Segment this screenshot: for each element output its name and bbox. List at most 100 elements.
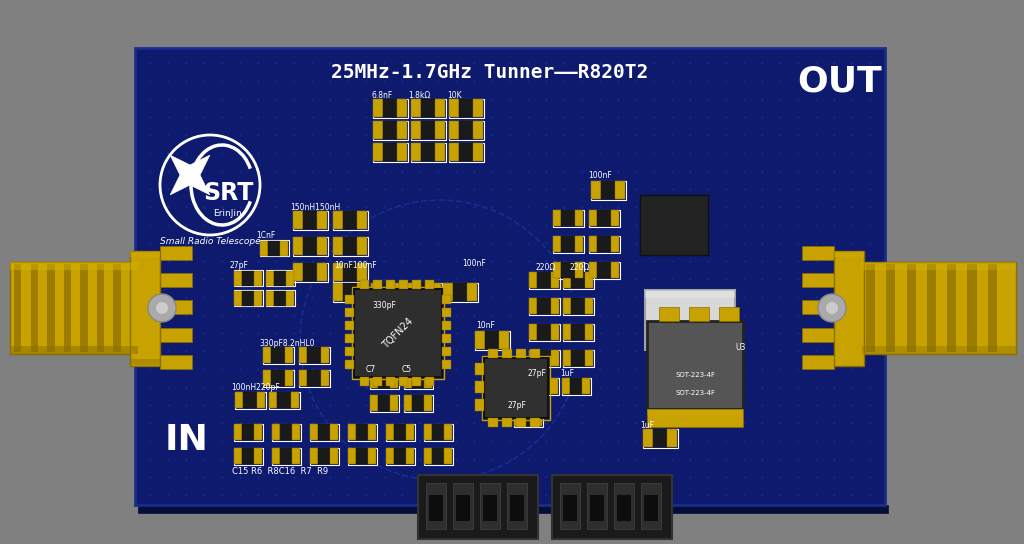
Bar <box>265 270 295 286</box>
Bar <box>589 236 597 252</box>
Bar <box>130 251 160 366</box>
Bar <box>563 272 571 288</box>
Bar <box>386 448 394 464</box>
Bar <box>114 264 121 352</box>
Bar <box>644 495 658 521</box>
Bar <box>347 448 377 465</box>
Bar <box>373 121 383 139</box>
Bar <box>407 308 441 327</box>
Bar <box>330 448 338 464</box>
Text: IN: IN <box>165 423 209 457</box>
Bar <box>802 355 834 369</box>
Bar <box>63 264 72 352</box>
Bar <box>538 272 551 288</box>
Bar <box>529 298 538 314</box>
Bar <box>689 307 709 321</box>
Text: 150nH150nH: 150nH150nH <box>290 202 340 212</box>
Bar <box>373 99 383 117</box>
Bar <box>431 283 441 301</box>
Bar <box>309 423 339 441</box>
Bar <box>432 424 444 440</box>
Bar <box>553 236 584 252</box>
Bar <box>371 283 381 301</box>
Bar <box>385 448 415 465</box>
Bar <box>610 236 618 252</box>
Bar <box>271 347 285 363</box>
Bar <box>399 280 408 289</box>
Bar <box>412 372 424 388</box>
Bar <box>370 394 398 411</box>
Bar <box>597 262 610 278</box>
Bar <box>407 282 441 301</box>
Bar <box>802 328 834 342</box>
Text: 220Ω: 220Ω <box>570 263 590 271</box>
Text: ErinJin: ErinJin <box>214 208 243 218</box>
Bar <box>411 99 421 117</box>
Bar <box>574 210 583 226</box>
Bar <box>373 98 408 118</box>
Bar <box>293 263 328 281</box>
Bar <box>285 370 293 386</box>
Bar <box>424 448 432 464</box>
Bar <box>14 264 22 352</box>
Circle shape <box>818 294 846 322</box>
Bar <box>333 211 342 229</box>
Bar <box>80 264 88 352</box>
Bar <box>647 321 743 409</box>
Bar <box>475 381 484 393</box>
Bar <box>395 309 406 327</box>
Bar <box>435 121 445 139</box>
Bar <box>459 99 473 117</box>
Bar <box>571 324 585 340</box>
Bar <box>562 324 594 341</box>
Bar <box>254 448 262 464</box>
Bar <box>293 211 328 230</box>
Bar <box>453 483 473 529</box>
Bar <box>421 121 435 139</box>
Bar <box>345 308 354 317</box>
Text: 100nF: 100nF <box>588 170 611 180</box>
Bar <box>516 418 526 427</box>
Bar <box>453 283 468 301</box>
Bar <box>442 347 451 356</box>
Bar <box>590 495 604 521</box>
Bar <box>719 307 739 321</box>
Bar <box>233 270 262 286</box>
Bar <box>442 334 451 343</box>
Bar <box>407 424 414 440</box>
Bar <box>562 378 569 394</box>
Bar <box>293 263 302 281</box>
Bar <box>585 298 593 314</box>
Bar <box>583 378 590 394</box>
Bar <box>348 448 356 464</box>
Bar <box>866 264 876 352</box>
Bar <box>507 483 527 529</box>
Bar <box>449 143 459 161</box>
Bar <box>281 240 288 256</box>
Bar <box>553 210 561 226</box>
Bar <box>435 143 445 161</box>
Bar <box>97 264 104 352</box>
Bar <box>551 272 559 288</box>
Bar <box>456 495 470 521</box>
Bar <box>333 237 342 255</box>
Bar <box>589 209 620 226</box>
Bar <box>424 448 453 465</box>
Bar <box>474 331 510 349</box>
Bar <box>502 349 512 358</box>
Bar <box>502 418 512 427</box>
Bar <box>411 121 421 139</box>
Bar <box>397 121 407 139</box>
Bar <box>538 378 550 394</box>
Text: 330pF: 330pF <box>372 301 396 311</box>
Bar <box>417 309 431 327</box>
Bar <box>373 121 408 139</box>
Bar <box>345 321 354 330</box>
Text: 6.8nF: 6.8nF <box>372 91 393 101</box>
Bar <box>302 263 317 281</box>
Bar <box>424 423 453 441</box>
Bar <box>574 262 583 278</box>
Text: SOT-223-4F: SOT-223-4F <box>675 390 715 396</box>
Bar <box>589 210 597 226</box>
Bar <box>529 272 538 288</box>
